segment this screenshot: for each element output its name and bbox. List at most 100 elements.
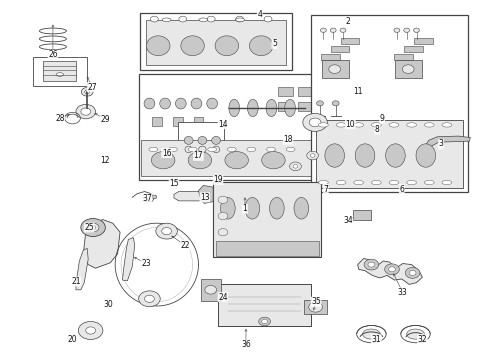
Bar: [278, 87, 293, 96]
Text: 18: 18: [283, 135, 293, 144]
Text: 10: 10: [345, 120, 355, 129]
Ellipse shape: [236, 18, 245, 22]
Ellipse shape: [325, 144, 344, 167]
Ellipse shape: [199, 18, 208, 22]
Circle shape: [303, 113, 327, 131]
Ellipse shape: [247, 147, 256, 152]
Ellipse shape: [286, 147, 295, 152]
Bar: [404, 46, 423, 52]
Bar: [201, 279, 220, 301]
Polygon shape: [426, 136, 470, 147]
Text: 1: 1: [243, 204, 247, 213]
Polygon shape: [76, 248, 88, 290]
Ellipse shape: [386, 144, 405, 167]
Circle shape: [264, 16, 272, 22]
Ellipse shape: [162, 18, 171, 22]
Bar: [278, 102, 293, 111]
Circle shape: [329, 65, 341, 73]
Ellipse shape: [160, 98, 171, 109]
Circle shape: [205, 285, 217, 294]
Ellipse shape: [407, 329, 424, 339]
Circle shape: [262, 319, 268, 324]
Ellipse shape: [144, 98, 155, 109]
Ellipse shape: [354, 123, 364, 127]
Ellipse shape: [175, 98, 186, 109]
Ellipse shape: [198, 136, 207, 144]
Text: 20: 20: [68, 335, 77, 343]
Circle shape: [218, 196, 228, 203]
Ellipse shape: [169, 147, 177, 152]
Ellipse shape: [442, 123, 452, 127]
Ellipse shape: [212, 146, 220, 153]
Ellipse shape: [247, 99, 258, 117]
Text: 12: 12: [100, 156, 110, 165]
Bar: [43, 61, 76, 81]
Bar: [139, 74, 325, 180]
Ellipse shape: [225, 152, 248, 169]
Ellipse shape: [442, 180, 452, 185]
Polygon shape: [122, 238, 135, 281]
Bar: [321, 54, 340, 60]
Text: 22: 22: [180, 241, 190, 250]
Circle shape: [85, 90, 90, 94]
Ellipse shape: [407, 180, 416, 185]
Circle shape: [218, 212, 228, 220]
Bar: [33, 57, 87, 86]
Circle shape: [385, 264, 399, 275]
Polygon shape: [198, 185, 213, 203]
Circle shape: [290, 162, 301, 171]
Text: 4: 4: [257, 10, 262, 19]
Ellipse shape: [407, 123, 416, 127]
Polygon shape: [174, 192, 225, 201]
Circle shape: [78, 321, 103, 339]
Text: 5: 5: [272, 40, 277, 49]
Text: 26: 26: [48, 50, 58, 59]
Circle shape: [394, 28, 400, 32]
Ellipse shape: [151, 152, 175, 169]
Ellipse shape: [389, 123, 399, 127]
Bar: [146, 20, 286, 65]
Circle shape: [87, 223, 99, 232]
Ellipse shape: [220, 197, 235, 219]
Text: 31: 31: [371, 335, 381, 343]
Circle shape: [414, 28, 419, 32]
Ellipse shape: [212, 136, 220, 144]
Text: 7: 7: [323, 184, 328, 194]
Circle shape: [402, 65, 414, 73]
Circle shape: [86, 327, 96, 334]
Ellipse shape: [294, 197, 309, 219]
Ellipse shape: [215, 36, 239, 55]
Text: 34: 34: [343, 216, 353, 225]
Circle shape: [364, 259, 379, 270]
Ellipse shape: [371, 180, 381, 185]
Ellipse shape: [227, 147, 236, 152]
Ellipse shape: [285, 99, 295, 117]
Circle shape: [207, 16, 215, 22]
Text: 15: 15: [169, 179, 179, 188]
Bar: [298, 87, 313, 96]
Text: 17: 17: [194, 152, 203, 161]
Ellipse shape: [267, 147, 275, 152]
Circle shape: [309, 118, 321, 127]
Text: 28: 28: [55, 113, 65, 122]
Circle shape: [310, 154, 315, 157]
Circle shape: [404, 28, 410, 32]
Bar: [173, 117, 183, 126]
Bar: [178, 122, 224, 157]
Text: 37: 37: [142, 194, 152, 203]
Ellipse shape: [184, 136, 193, 144]
Text: 13: 13: [200, 193, 210, 202]
Circle shape: [259, 317, 270, 326]
Circle shape: [81, 108, 91, 115]
Ellipse shape: [355, 144, 375, 167]
Circle shape: [81, 87, 93, 96]
Circle shape: [340, 28, 346, 32]
Circle shape: [330, 28, 336, 32]
Bar: [341, 38, 359, 44]
Ellipse shape: [208, 147, 217, 152]
Text: 21: 21: [71, 277, 81, 286]
Bar: [152, 117, 162, 126]
Text: 6: 6: [399, 184, 404, 194]
Bar: [322, 60, 349, 78]
Text: 35: 35: [311, 297, 321, 306]
